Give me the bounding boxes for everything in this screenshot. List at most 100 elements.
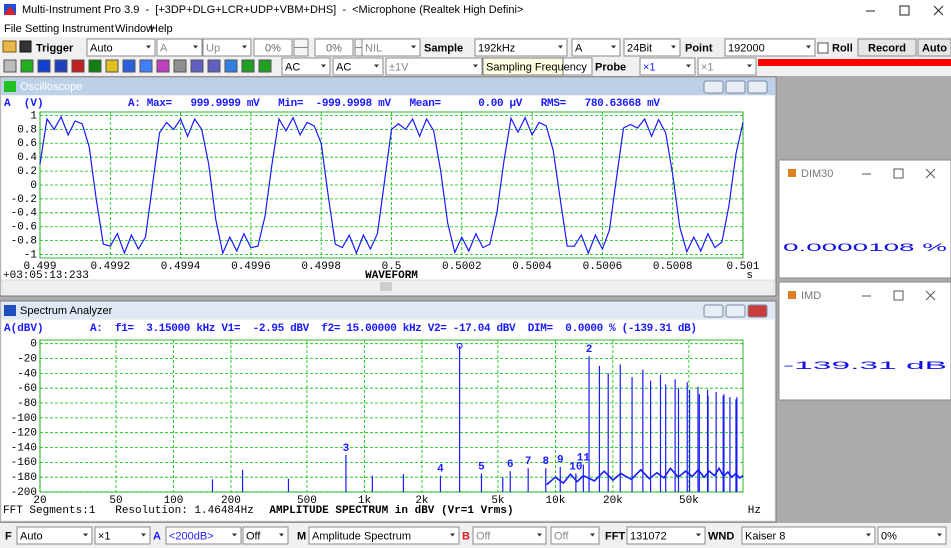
- x-tick-label: 0.4994: [161, 261, 201, 273]
- meter-title: DIM30: [801, 168, 833, 180]
- harmonic-label: 10: [569, 461, 582, 473]
- x-tick-label: 50k: [679, 495, 699, 507]
- combo-box[interactable]: [308, 526, 460, 545]
- tool-icon[interactable]: [71, 59, 85, 73]
- combo-box[interactable]: [724, 38, 816, 57]
- mdi-button[interactable]: [725, 304, 746, 318]
- tool-icon[interactable]: [20, 59, 34, 73]
- combo-box[interactable]: [202, 38, 252, 57]
- tool-icon[interactable]: [105, 59, 119, 73]
- button[interactable]: [857, 38, 917, 57]
- y-tick-label: -20: [17, 353, 37, 365]
- menu-item[interactable]: Setting: [25, 23, 59, 35]
- dropdown-arrow: [141, 533, 146, 537]
- button-label[interactable]: Auto: [922, 42, 947, 54]
- maximize-button[interactable]: [899, 5, 910, 16]
- toolbar-label: F: [5, 530, 12, 542]
- child-window-title: Spectrum Analyzer: [20, 305, 113, 317]
- combo-box[interactable]: [474, 38, 568, 57]
- button[interactable]: [917, 38, 951, 57]
- menu-item[interactable]: File: [4, 23, 22, 35]
- combo-box[interactable]: [361, 38, 421, 57]
- menu-item[interactable]: Instrument: [62, 23, 114, 35]
- harmonic-label: 7: [525, 456, 532, 468]
- combo: Auto: [20, 530, 43, 542]
- tool-icon[interactable]: [156, 59, 170, 73]
- y-tick-label: -200: [11, 487, 37, 499]
- dropdown-arrow: [374, 64, 379, 68]
- mdi-button[interactable]: [725, 80, 746, 94]
- y-tick-label: -160: [11, 457, 37, 469]
- combo-box[interactable]: [741, 526, 876, 545]
- tool-icon[interactable]: [241, 59, 255, 73]
- button-label[interactable]: Record: [868, 42, 906, 54]
- spin-edit[interactable]: [314, 38, 354, 57]
- combo-box[interactable]: [242, 526, 289, 545]
- meter-reading: 0.0000108 %: [783, 242, 948, 254]
- maximize-button[interactable]: [893, 168, 904, 179]
- combo-box[interactable]: [385, 57, 483, 76]
- dropdown-arrow: [411, 45, 416, 49]
- combo-box[interactable]: [332, 57, 384, 76]
- tool-icon[interactable]: [258, 59, 272, 73]
- combo-box[interactable]: [16, 526, 93, 545]
- dropdown-arrow: [686, 64, 691, 68]
- dropdown-arrow: [450, 533, 455, 537]
- menu-item[interactable]: Window: [115, 23, 154, 35]
- combo-box[interactable]: [697, 57, 757, 76]
- tool-icon[interactable]: [37, 59, 51, 73]
- meter-window: [778, 281, 951, 401]
- tooltip: [482, 57, 564, 76]
- y-tick-label: -180: [11, 472, 37, 484]
- mdi-button[interactable]: [747, 80, 768, 94]
- y-axis-label: A (V): [4, 98, 44, 110]
- spin-edit[interactable]: [253, 38, 293, 57]
- harmonic-label: 3: [343, 443, 350, 455]
- combo-box[interactable]: [281, 57, 331, 76]
- readout: A: Max= 999.9999 mV Min= -999.9998 mV Me…: [128, 98, 660, 110]
- dropdown-arrow: [696, 533, 701, 537]
- tool-icon[interactable]: [122, 59, 136, 73]
- x-tick-label: 0.5: [382, 261, 402, 273]
- mdi-button[interactable]: [747, 304, 768, 318]
- combo-box[interactable]: [165, 526, 242, 545]
- maximize-button[interactable]: [893, 290, 904, 301]
- x-tick-label: 50: [109, 495, 122, 507]
- scroll-thumb[interactable]: [380, 282, 392, 291]
- combo-box[interactable]: [877, 526, 947, 545]
- child-title-bar: [1, 302, 775, 319]
- plot-frame: [39, 339, 744, 493]
- menu-item[interactable]: Help: [150, 23, 173, 35]
- combo: 0%: [881, 530, 897, 542]
- y-tick-label: 0.4: [17, 152, 37, 164]
- tool-icon[interactable]: [139, 59, 153, 73]
- combo-box[interactable]: [571, 38, 621, 57]
- close-button: [925, 168, 936, 179]
- y-tick-label: -0.8: [11, 236, 37, 248]
- checkbox-label[interactable]: Roll: [832, 42, 853, 54]
- y-tick-label: -100: [11, 413, 37, 425]
- tool-icon[interactable]: [3, 59, 17, 73]
- dropdown-arrow: [321, 64, 326, 68]
- combo: Off: [554, 530, 569, 542]
- combo-box[interactable]: [86, 38, 156, 57]
- x-tick-label: 20k: [603, 495, 623, 507]
- combo-box[interactable]: [94, 526, 151, 545]
- combo-box[interactable]: [472, 526, 547, 545]
- combo: 192000: [728, 42, 765, 54]
- combo-box[interactable]: [623, 38, 681, 57]
- checkbox[interactable]: [817, 42, 829, 54]
- combo-box[interactable]: [626, 526, 706, 545]
- mdi-button[interactable]: [703, 304, 724, 318]
- tool-icon[interactable]: [224, 59, 238, 73]
- mdi-button[interactable]: [703, 80, 724, 94]
- tool-icon[interactable]: [190, 59, 204, 73]
- combo-box[interactable]: [550, 526, 600, 545]
- title-bar: [0, 0, 951, 20]
- tool-icon[interactable]: [207, 59, 221, 73]
- tool-icon[interactable]: [88, 59, 102, 73]
- combo-box[interactable]: [156, 38, 203, 57]
- combo-box[interactable]: [639, 57, 696, 76]
- tool-icon[interactable]: [173, 59, 187, 73]
- tool-icon[interactable]: [54, 59, 68, 73]
